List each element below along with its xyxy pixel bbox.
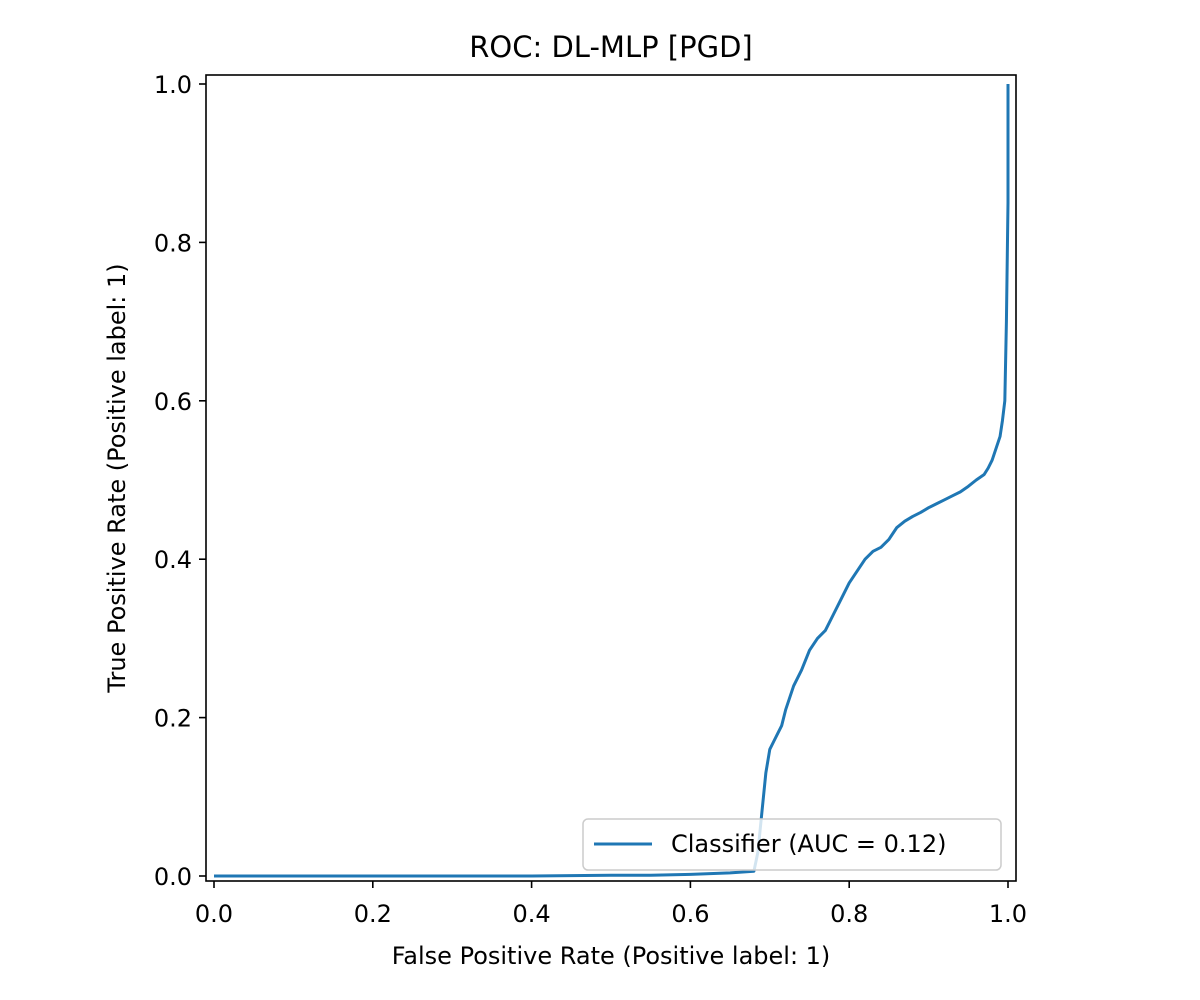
x-tick-label: 0.2 (354, 900, 392, 928)
y-axis-label: True Positive Rate (Positive label: 1) (103, 263, 131, 693)
series-layer (214, 84, 1010, 878)
chart-title: ROC: DL-MLP [PGD] (469, 30, 752, 64)
x-tick-label: 0.8 (830, 900, 868, 928)
legend-box (582, 818, 1002, 871)
y-tick-label: 0.0 (154, 863, 192, 891)
x-tick-label: 0.0 (195, 900, 233, 928)
x-axis-label: False Positive Rate (Positive label: 1) (392, 942, 831, 970)
y-tick-label: 0.6 (154, 388, 192, 416)
y-tick-label: 0.2 (154, 705, 192, 733)
roc-curve-line (214, 84, 1010, 878)
x-tick-label: 1.0 (989, 900, 1027, 928)
legend: Classifier (AUC = 0.12) (582, 818, 1002, 871)
x-tick-label: 0.4 (513, 900, 551, 928)
x-axis-ticks: 0.0 0.2 0.4 0.6 0.8 1.0 (195, 881, 1027, 928)
plot-frame (205, 74, 1017, 882)
y-axis-ticks: 0.0 0.2 0.4 0.6 0.8 1.0 (154, 71, 206, 891)
y-tick-label: 0.8 (154, 229, 192, 257)
y-tick-label: 1.0 (154, 71, 192, 99)
x-tick-label: 0.6 (671, 900, 709, 928)
y-tick-label: 0.4 (154, 546, 192, 574)
legend-label: Classifier (AUC = 0.12) (671, 830, 946, 858)
